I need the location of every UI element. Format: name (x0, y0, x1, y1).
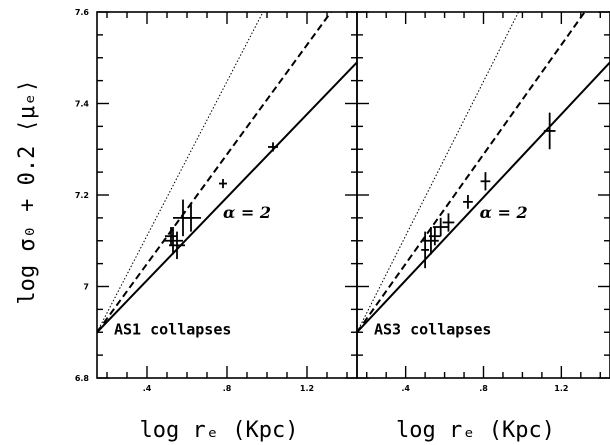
as3-data-point (543, 112, 556, 150)
as3-x-tick-label: .4 (401, 384, 410, 393)
as3-data-point (429, 227, 441, 246)
as1-data-point (219, 178, 227, 189)
as3-lines (357, 12, 610, 333)
y-tick-label: 7 (83, 283, 89, 292)
as3-data-point (442, 213, 455, 232)
as3-solid-line (357, 61, 610, 333)
y-tick-label: 7.4 (75, 100, 90, 109)
as3-data-point (421, 231, 430, 269)
as3-panel-annotation: AS3 collapses (374, 321, 491, 339)
as1-x-tick-label: .4 (143, 384, 152, 393)
as1-data-point (165, 227, 177, 246)
as3-x-tick-label: .8 (479, 384, 488, 393)
as3-dashed-line (357, 12, 586, 333)
as1-x-tick-label: 1.2 (300, 384, 314, 393)
as3-data-point (432, 217, 449, 237)
as3-data-point (423, 227, 439, 255)
as3-dotted-line (357, 12, 519, 333)
as1-dashed-line (97, 12, 332, 333)
y-axis-label-group: log σ₀ + 0.2 ⟨μₑ⟩ (15, 79, 40, 304)
as1-x-axis-label: log rₑ (Kpc) (140, 418, 299, 443)
as1-x-tick-label: .8 (223, 384, 232, 393)
as1-solid-line (97, 61, 357, 333)
as1-data-point (163, 227, 183, 255)
as1-lines (97, 12, 357, 333)
as1-panel-annotation: AS1 collapses (114, 321, 231, 339)
as3-x-tick-label: 1.2 (554, 384, 568, 393)
as1-data-point (181, 204, 201, 232)
panel-as3: .4 .8 1.2 α = 2 AS3 collapses log rₑ (Kpc) (356, 11, 610, 443)
as1-dotted-line (97, 12, 264, 333)
as3-alpha-label: α = 2 (480, 203, 528, 222)
as3-data-point (480, 172, 491, 191)
y-tick-label: 6.8 (75, 374, 90, 383)
y-tick-label: 7.2 (75, 191, 89, 200)
as1-data-point (268, 142, 278, 152)
y-tick-label: 7.6 (75, 8, 90, 17)
as3-x-axis-label: log rₑ (Kpc) (396, 418, 555, 443)
y-axis-label: log σ₀ + 0.2 ⟨μₑ⟩ (15, 79, 40, 304)
as3-data-point (463, 195, 473, 209)
panel-as1: 6.8 7 7.2 7.4 7.6 .4 .8 1.2 α = 2 AS1 collapses lo… (75, 8, 358, 443)
as1-alpha-label: α = 2 (223, 203, 271, 222)
